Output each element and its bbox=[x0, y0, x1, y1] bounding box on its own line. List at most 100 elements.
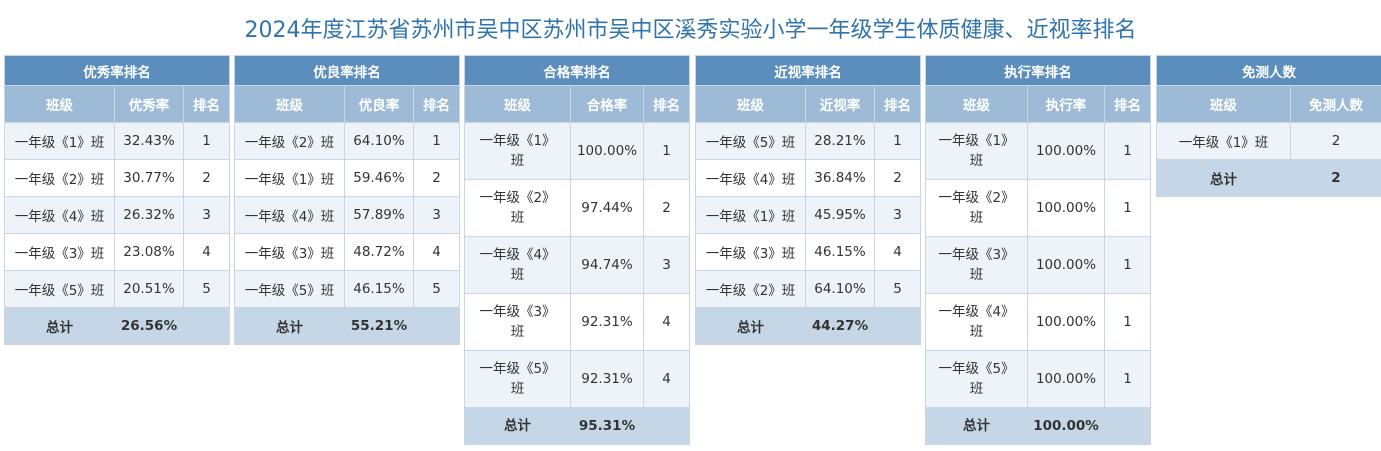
value-cell: 64.10% bbox=[805, 270, 875, 308]
value-cell: 1 bbox=[1104, 122, 1151, 180]
value-cell: 1 bbox=[413, 122, 460, 160]
table-row: 一年级《5》班 28.21% 1 bbox=[695, 122, 921, 160]
table-row: 一年级《3》班 46.15% 4 bbox=[695, 233, 921, 271]
total-value: 95.31% bbox=[570, 407, 644, 445]
table-row: 一年级《5》班 92.31% 4 bbox=[464, 350, 690, 408]
value-cell: 100.00% bbox=[1027, 293, 1105, 351]
value-cell: 1 bbox=[1104, 236, 1151, 294]
table-row: 一年级《1》班 2 bbox=[1156, 122, 1381, 160]
class-name-cell: 一年级《1》班 bbox=[464, 122, 571, 180]
value-cell: 3 bbox=[413, 196, 460, 234]
column-header: 近视率 bbox=[805, 85, 875, 123]
total-row: 总计 44.27% bbox=[695, 307, 921, 345]
value-cell: 46.15% bbox=[805, 233, 875, 271]
value-cell: 4 bbox=[874, 233, 921, 271]
table-row: 一年级《4》班 94.74% 3 bbox=[464, 236, 690, 294]
value-cell: 97.44% bbox=[570, 179, 644, 237]
column-header: 班级 bbox=[695, 85, 806, 123]
total-label: 总计 bbox=[925, 407, 1028, 445]
value-cell: 3 bbox=[874, 196, 921, 234]
value-cell: 94.74% bbox=[570, 236, 644, 294]
table-row: 一年级《5》班 20.51% 5 bbox=[4, 270, 230, 308]
value-cell: 100.00% bbox=[570, 122, 644, 180]
table-row: 一年级《3》班 48.72% 4 bbox=[234, 233, 460, 271]
value-cell: 1 bbox=[1104, 179, 1151, 237]
exempt-count-table: 免测人数 班级 免测人数 一年级《1》班 2 总计 2 bbox=[1156, 55, 1381, 197]
value-cell: 57.89% bbox=[344, 196, 414, 234]
value-cell: 2 bbox=[874, 159, 921, 197]
total-value bbox=[413, 307, 460, 345]
table-title: 优良率排名 bbox=[234, 55, 460, 86]
class-name-cell: 一年级《3》班 bbox=[464, 293, 571, 351]
table-row: 一年级《5》班 46.15% 5 bbox=[234, 270, 460, 308]
class-name-cell: 一年级《1》班 bbox=[234, 159, 345, 197]
class-name-cell: 一年级《1》班 bbox=[925, 122, 1028, 180]
value-cell: 100.00% bbox=[1027, 236, 1105, 294]
table-row: 一年级《2》班 64.10% 5 bbox=[695, 270, 921, 308]
column-header: 班级 bbox=[234, 85, 345, 123]
class-name-cell: 一年级《4》班 bbox=[234, 196, 345, 234]
total-value: 44.27% bbox=[805, 307, 875, 345]
value-cell: 2 bbox=[413, 159, 460, 197]
page-title: 2024年度江苏省苏州市吴中区苏州市吴中区溪秀实验小学一年级学生体质健康、近视率… bbox=[244, 18, 1137, 43]
table-row: 一年级《1》班 100.00% 1 bbox=[925, 122, 1151, 180]
class-name-cell: 一年级《2》班 bbox=[4, 159, 115, 197]
class-name-cell: 一年级《5》班 bbox=[695, 122, 806, 160]
total-label: 总计 bbox=[234, 307, 345, 345]
value-cell: 1 bbox=[643, 122, 690, 180]
value-cell: 5 bbox=[413, 270, 460, 308]
column-header: 班级 bbox=[464, 85, 571, 123]
total-value bbox=[874, 307, 921, 345]
column-header: 排名 bbox=[643, 85, 690, 123]
value-cell: 59.46% bbox=[344, 159, 414, 197]
class-name-cell: 一年级《3》班 bbox=[234, 233, 345, 271]
column-header: 执行率 bbox=[1027, 85, 1105, 123]
total-value bbox=[643, 407, 690, 445]
column-header: 免测人数 bbox=[1290, 85, 1381, 123]
value-cell: 1 bbox=[1104, 293, 1151, 351]
table-row: 一年级《4》班 57.89% 3 bbox=[234, 196, 460, 234]
class-name-cell: 一年级《2》班 bbox=[234, 122, 345, 160]
table-title: 近视率排名 bbox=[695, 55, 921, 86]
class-name-cell: 一年级《4》班 bbox=[925, 293, 1028, 351]
table-row: 一年级《1》班 32.43% 1 bbox=[4, 122, 230, 160]
table-row: 一年级《2》班 97.44% 2 bbox=[464, 179, 690, 237]
class-name-cell: 一年级《4》班 bbox=[464, 236, 571, 294]
class-name-cell: 一年级《1》班 bbox=[695, 196, 806, 234]
table-row: 一年级《2》班 64.10% 1 bbox=[234, 122, 460, 160]
total-label: 总计 bbox=[1156, 159, 1291, 197]
table-title: 优秀率排名 bbox=[4, 55, 230, 86]
total-value: 100.00% bbox=[1027, 407, 1105, 445]
total-row: 总计 55.21% bbox=[234, 307, 460, 345]
value-cell: 20.51% bbox=[114, 270, 184, 308]
excellent-rate-table: 优秀率排名 班级 优秀率 排名 一年级《1》班 32.43% 1 一年级《2》班 30.77% 2… bbox=[4, 55, 230, 345]
column-header: 班级 bbox=[1156, 85, 1291, 123]
value-cell: 4 bbox=[183, 233, 230, 271]
total-label: 总计 bbox=[464, 407, 571, 445]
value-cell: 4 bbox=[413, 233, 460, 271]
class-name-cell: 一年级《4》班 bbox=[695, 159, 806, 197]
column-header: 合格率 bbox=[570, 85, 644, 123]
class-name-cell: 一年级《2》班 bbox=[464, 179, 571, 237]
value-cell: 3 bbox=[183, 196, 230, 234]
total-value: 2 bbox=[1290, 159, 1381, 197]
table-row: 一年级《1》班 45.95% 3 bbox=[695, 196, 921, 234]
table-row: 一年级《4》班 26.32% 3 bbox=[4, 196, 230, 234]
value-cell: 5 bbox=[183, 270, 230, 308]
table-title: 执行率排名 bbox=[925, 55, 1151, 86]
value-cell: 2 bbox=[1290, 122, 1381, 160]
value-cell: 36.84% bbox=[805, 159, 875, 197]
total-label: 总计 bbox=[695, 307, 806, 345]
value-cell: 32.43% bbox=[114, 122, 184, 160]
class-name-cell: 一年级《1》班 bbox=[1156, 122, 1291, 160]
column-header: 优秀率 bbox=[114, 85, 184, 123]
column-header: 班级 bbox=[925, 85, 1028, 123]
table-row: 一年级《1》班 100.00% 1 bbox=[464, 122, 690, 180]
class-name-cell: 一年级《5》班 bbox=[925, 350, 1028, 408]
execution-rate-table: 执行率排名 班级 执行率 排名 一年级《1》班 100.00% 1 一年级《2》班 100.00… bbox=[925, 55, 1151, 445]
value-cell: 100.00% bbox=[1027, 179, 1105, 237]
class-name-cell: 一年级《4》班 bbox=[4, 196, 115, 234]
table-row: 一年级《3》班 92.31% 4 bbox=[464, 293, 690, 351]
value-cell: 64.10% bbox=[344, 122, 414, 160]
total-row: 总计 100.00% bbox=[925, 407, 1151, 445]
